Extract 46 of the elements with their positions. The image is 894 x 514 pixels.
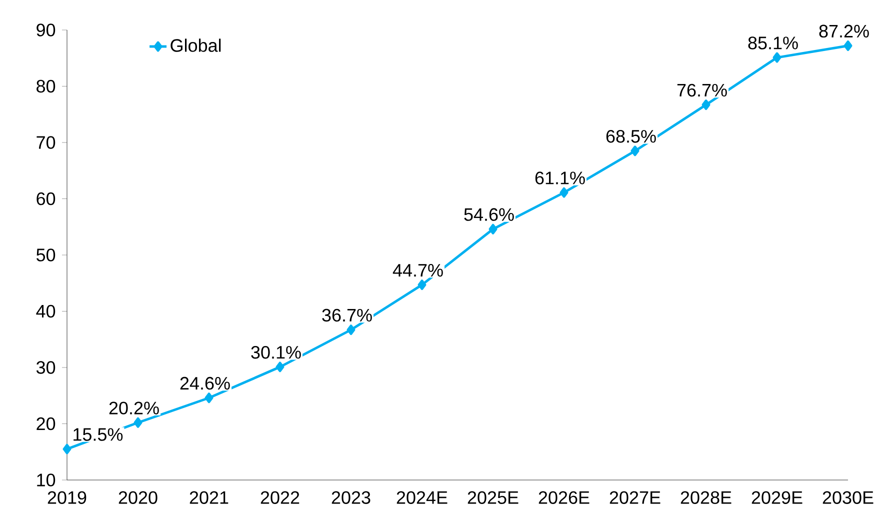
data-label: 76.7% xyxy=(677,84,727,97)
x-tick-label: 2028E xyxy=(680,491,732,504)
x-tick-label: 2019 xyxy=(48,491,86,504)
x-tick-label: 2021 xyxy=(190,491,228,504)
point xyxy=(702,100,710,110)
x-tick-label: 2027E xyxy=(610,491,660,504)
point xyxy=(276,362,284,372)
point xyxy=(418,280,426,290)
y-tick-label: 10 xyxy=(37,474,56,486)
y-tick-label: 90 xyxy=(36,24,56,36)
data-label: 61.1% xyxy=(535,172,585,184)
point xyxy=(204,392,214,404)
data-label: 54.6% xyxy=(464,208,514,221)
x-tick-label: 2020 xyxy=(118,491,158,504)
x-tick-label: 2025E xyxy=(468,491,518,504)
data-label: 68.5% xyxy=(606,130,656,143)
y-tick-label: 70 xyxy=(36,136,56,149)
point xyxy=(488,224,498,234)
x-tick-label: 2029E xyxy=(752,491,802,504)
point xyxy=(134,417,142,428)
x-tick-label: 2023 xyxy=(332,491,370,504)
data-label: 24.6% xyxy=(180,376,230,390)
x-tick-label: 2030E xyxy=(822,491,874,504)
data-label: 44.7% xyxy=(392,264,443,277)
x-tick-label: 2024E xyxy=(396,491,448,504)
point xyxy=(844,40,852,51)
point xyxy=(346,324,356,336)
data-label: 30.1% xyxy=(251,346,301,359)
y-tick-label: 60 xyxy=(36,192,56,206)
data-label: 36.7% xyxy=(322,308,372,322)
y-tick-label: 20 xyxy=(36,417,56,430)
y-tick-label: 80 xyxy=(36,80,56,93)
point xyxy=(630,146,640,156)
point xyxy=(560,187,568,198)
point xyxy=(772,52,782,63)
y-tick-label: 50 xyxy=(36,248,56,262)
data-label: 20.2% xyxy=(109,402,159,414)
point xyxy=(62,444,72,454)
data-label: 85.1% xyxy=(748,36,798,50)
y-tick-label: 40 xyxy=(36,304,56,318)
data-label: 87.2% xyxy=(819,24,869,38)
x-tick-label: 2026E xyxy=(538,491,590,504)
data-label: 15.5% xyxy=(74,428,123,441)
y-tick-label: 30 xyxy=(36,361,56,374)
legend-label: Global xyxy=(170,38,221,52)
x-tick-label: 2022 xyxy=(260,491,300,504)
